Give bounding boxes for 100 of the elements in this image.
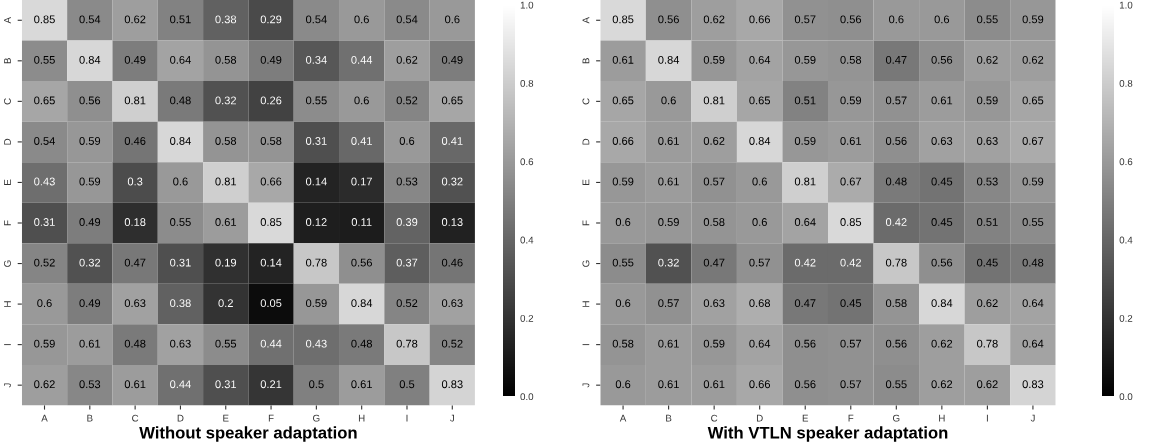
data-label: 0.59 xyxy=(79,177,101,186)
data-label: 0.78 xyxy=(305,258,327,267)
y-tick-label: I xyxy=(4,344,11,346)
data-label: 0.84 xyxy=(351,299,373,308)
data-label: 0.6 xyxy=(37,299,52,308)
x-tick-label: E xyxy=(223,414,229,422)
data-label: 0.05 xyxy=(260,299,282,308)
data-label: 0.81 xyxy=(215,177,237,186)
data-label: 0.51 xyxy=(977,218,998,226)
data-label: 0.58 xyxy=(840,55,862,64)
data-label: 0.64 xyxy=(1022,299,1044,308)
data-label: 0.41 xyxy=(351,137,372,145)
data-label: 0.62 xyxy=(931,339,953,348)
data-label: 0.81 xyxy=(124,96,146,105)
data-label: 0.84 xyxy=(749,137,771,145)
data-label: 0.56 xyxy=(658,15,679,24)
data-label: 0.17 xyxy=(351,177,372,186)
y-tick-label: G xyxy=(582,260,590,267)
data-label: 0.37 xyxy=(396,258,418,267)
data-label: 0.58 xyxy=(612,339,634,348)
y-tick-label: J xyxy=(582,383,590,388)
data-label: 0.45 xyxy=(931,177,953,186)
data-label: 0.6 xyxy=(173,177,188,186)
data-label: 0.78 xyxy=(885,258,907,267)
data-label: 0.18 xyxy=(124,218,146,226)
data-label: 0.78 xyxy=(977,339,998,348)
data-label: 0.55 xyxy=(612,258,634,267)
data-label: 0.59 xyxy=(658,218,679,226)
y-tick-label: F xyxy=(4,220,11,226)
data-label: 0.59 xyxy=(1022,177,1044,186)
data-label: 0.85 xyxy=(260,218,282,226)
data-label: 0.62 xyxy=(34,380,55,389)
color-bar-label: 0.0 xyxy=(1119,393,1133,401)
data-label: 0.58 xyxy=(703,218,725,226)
data-label: 0.56 xyxy=(794,339,816,348)
data-label: 0.54 xyxy=(34,137,55,145)
data-label: 0.62 xyxy=(703,137,725,145)
y-tick-label: A xyxy=(4,17,11,24)
data-label: 0.57 xyxy=(703,177,725,186)
data-label: 0.44 xyxy=(260,339,282,348)
data-label: 0.45 xyxy=(840,299,862,308)
x-tick-label: D xyxy=(177,414,184,422)
data-label: 0.66 xyxy=(260,177,282,186)
data-label: 0.44 xyxy=(170,380,191,389)
data-label: 0.62 xyxy=(1022,55,1044,64)
color-bar-label: 0.2 xyxy=(1119,314,1133,322)
data-label: 0.49 xyxy=(79,218,101,226)
data-label: 0.31 xyxy=(215,380,237,389)
data-label: 0.63 xyxy=(441,299,463,308)
data-label: 0.42 xyxy=(840,258,862,267)
data-label: 0.19 xyxy=(215,258,237,267)
data-label: 0.58 xyxy=(260,137,282,145)
data-label: 0.52 xyxy=(396,96,418,105)
x-tick-label: J xyxy=(1030,414,1035,422)
data-label: 0.38 xyxy=(215,15,237,24)
data-label: 0.68 xyxy=(749,299,771,308)
data-label: 0.6 xyxy=(399,137,415,145)
y-tick-label: E xyxy=(4,179,11,185)
data-label: 0.59 xyxy=(977,96,998,105)
x-tick-label: C xyxy=(711,414,718,422)
color-bar-label: 0.2 xyxy=(520,314,534,322)
data-label: 0.48 xyxy=(351,339,373,348)
data-label: 0.42 xyxy=(885,218,907,226)
data-label: 0.48 xyxy=(1022,258,1044,267)
color-bar-label: 0.8 xyxy=(1119,79,1133,87)
data-label: 0.61 xyxy=(215,218,237,226)
data-label: 0.62 xyxy=(124,15,146,24)
data-label: 0.61 xyxy=(658,137,679,145)
data-label: 0.49 xyxy=(79,299,101,308)
x-tick-label: G xyxy=(313,414,320,422)
x-tick-label: H xyxy=(939,414,945,422)
data-label: 0.52 xyxy=(441,339,463,348)
color-bar-label: 1.0 xyxy=(520,1,534,9)
data-label: 0.84 xyxy=(170,137,191,145)
data-label: 0.84 xyxy=(931,299,953,308)
y-tick-label: C xyxy=(4,98,11,105)
data-label: 0.34 xyxy=(305,55,327,64)
data-label: 0.62 xyxy=(396,55,418,64)
x-tick-label: F xyxy=(848,414,854,422)
data-label: 0.62 xyxy=(977,380,998,389)
data-label: 0.81 xyxy=(703,96,725,105)
data-label: 0.6 xyxy=(615,380,631,389)
data-label: 0.6 xyxy=(354,15,369,24)
color-bar-label: 0.4 xyxy=(1119,236,1133,244)
data-label: 0.43 xyxy=(34,177,55,186)
data-label: 0.57 xyxy=(749,258,770,267)
x-tick-label: C xyxy=(132,414,139,422)
data-label: 0.53 xyxy=(977,177,998,186)
y-tick-label: H xyxy=(582,301,590,307)
data-label: 0.65 xyxy=(34,96,55,105)
data-label: 0.55 xyxy=(1022,218,1044,226)
y-tick-label: C xyxy=(582,98,590,105)
data-label: 0.55 xyxy=(215,339,237,348)
y-tick-label: D xyxy=(4,138,11,145)
data-label: 0.56 xyxy=(931,55,953,64)
y-tick-label: A xyxy=(582,17,590,24)
data-label: 0.61 xyxy=(124,380,146,389)
data-label: 0.32 xyxy=(658,258,679,267)
data-label: 0.61 xyxy=(658,380,679,389)
data-label: 0.59 xyxy=(34,339,55,348)
